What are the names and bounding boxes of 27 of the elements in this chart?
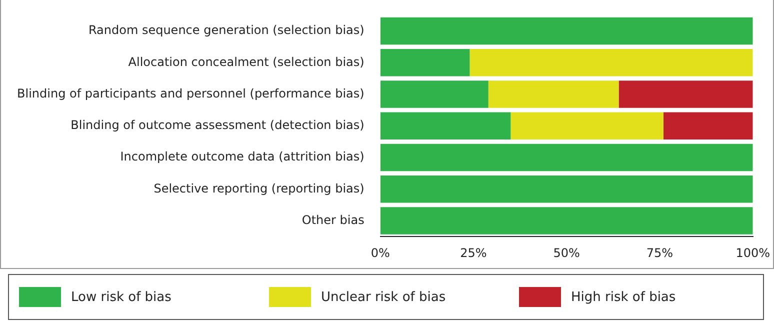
bar — [380, 17, 753, 45]
bar — [510, 112, 664, 140]
x-tick-label: 25% — [460, 246, 487, 260]
x-tick-label: 75% — [646, 246, 674, 260]
legend-label: Unclear risk of bias — [321, 290, 446, 304]
y-tick-label: Other bias — [302, 212, 364, 227]
bar — [380, 176, 753, 203]
legend-label: Low risk of bias — [71, 290, 172, 304]
bar — [380, 144, 753, 172]
bar — [380, 112, 511, 140]
bar — [618, 80, 753, 108]
y-tick-label: Blinding of participants and personnel (performance bias) — [17, 86, 364, 100]
y-tick-label: Allocation concealment (selection bias) — [128, 54, 364, 69]
y-tick-label: Random sequence generation (selection bias) — [88, 23, 364, 38]
bar — [380, 80, 488, 108]
bar — [663, 112, 753, 140]
bar — [380, 207, 753, 234]
x-tick-label: 50% — [553, 246, 580, 260]
x-tick-label: 100% — [736, 246, 770, 260]
bar — [470, 49, 753, 76]
y-tick-label: Incomplete outcome data (attrition bias) — [120, 150, 364, 164]
legend-label: High risk of bias — [571, 290, 676, 304]
bar — [380, 49, 470, 76]
y-tick-label: Selective reporting (reporting bias) — [154, 181, 364, 196]
bar — [488, 80, 619, 108]
x-tick-label: 0% — [370, 246, 390, 260]
y-tick-label: Blinding of outcome assessment (detection bias) — [70, 118, 364, 132]
